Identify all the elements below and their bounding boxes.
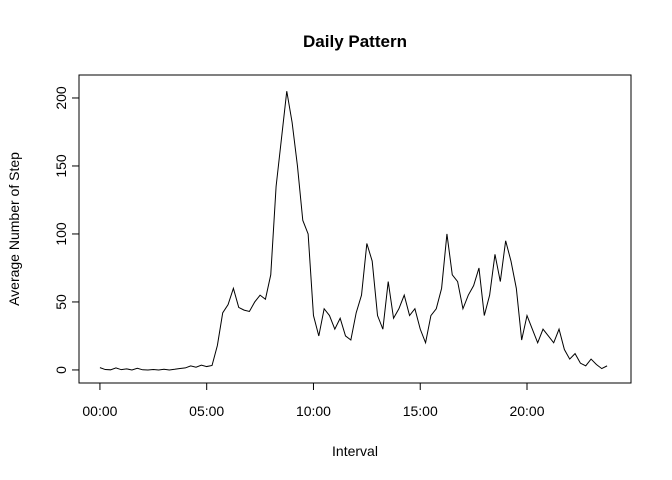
x-tick-label: 20:00: [509, 403, 544, 419]
y-axis-label: Average Number of Step: [6, 152, 22, 306]
y-tick-label: 150: [53, 154, 69, 178]
y-tick-label: 50: [53, 294, 69, 310]
x-tick-label: 00:00: [82, 403, 117, 419]
x-tick-label: 10:00: [296, 403, 331, 419]
y-tick-label: 200: [53, 86, 69, 110]
plot-box: [78, 74, 632, 384]
data-line: [99, 91, 608, 371]
chart-title: Daily Pattern: [303, 32, 407, 51]
y-tick-label: 0: [53, 366, 69, 374]
x-tick-label: 15:00: [403, 403, 438, 419]
x-axis-label: Interval: [332, 443, 378, 459]
x-tick-label: 05:00: [189, 403, 224, 419]
y-tick-label: 100: [53, 222, 69, 246]
